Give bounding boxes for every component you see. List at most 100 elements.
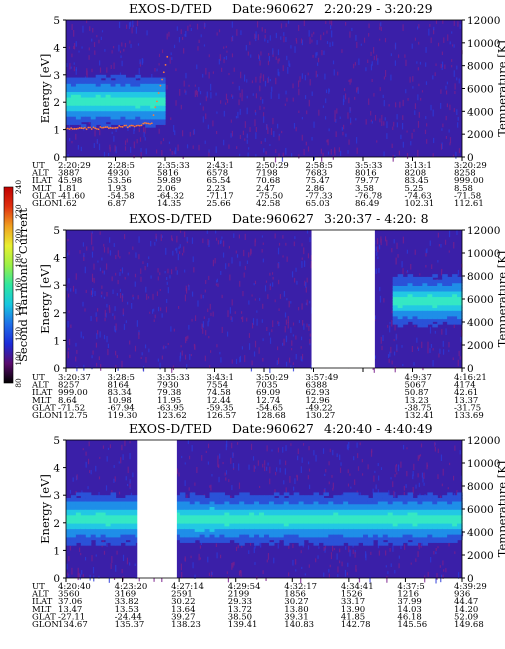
noise-mark	[116, 550, 118, 555]
temperature-point	[97, 128, 100, 131]
band-cell	[234, 511, 240, 516]
table-cell: 4:16:21	[454, 373, 487, 383]
band-cell	[155, 107, 161, 112]
noise-mark	[275, 56, 277, 60]
temperature-point	[101, 126, 103, 129]
band-cell	[402, 318, 409, 322]
noise-mark	[165, 247, 167, 255]
noise-mark	[119, 256, 121, 259]
band-cell	[75, 102, 82, 106]
y2-tick-label: 4000	[467, 317, 494, 329]
band-cell	[328, 536, 334, 541]
noise-mark	[282, 65, 284, 72]
band-cell	[333, 495, 339, 499]
band-cell	[422, 531, 428, 535]
noise-mark	[101, 285, 103, 289]
band-cell	[239, 536, 245, 541]
noise-mark	[307, 146, 310, 152]
noise-mark	[86, 68, 88, 76]
table-cell: 74.58	[207, 388, 231, 398]
band-cell	[105, 539, 112, 543]
band-cell	[209, 506, 216, 510]
noise-mark	[394, 324, 396, 331]
noise-mark	[283, 32, 285, 36]
noise-mark	[171, 151, 173, 155]
table-cell: 4:23:20	[115, 582, 148, 592]
band-cell	[323, 492, 329, 496]
noise-mark	[228, 144, 230, 149]
band-cell	[184, 522, 191, 527]
noise-mark	[204, 140, 206, 144]
noise-mark	[347, 469, 349, 474]
band-cell	[75, 93, 82, 98]
table-row-label: ALT	[31, 381, 49, 391]
band-cell	[437, 279, 443, 284]
band-cell	[452, 500, 458, 505]
y-tick-label: 5	[53, 15, 60, 27]
table-row-label: GLON	[32, 199, 59, 209]
band-cell	[437, 520, 443, 524]
noise-mark	[458, 148, 460, 154]
noise-mark	[403, 491, 405, 497]
noise-mark	[298, 154, 300, 159]
noise-mark	[129, 479, 131, 484]
noise-mark	[356, 137, 358, 144]
band-cell	[135, 104, 141, 109]
band-cell	[427, 301, 433, 306]
band-cell	[268, 528, 275, 532]
noise-mark	[417, 67, 419, 71]
noise-mark	[81, 570, 83, 575]
band-cell	[437, 517, 443, 521]
noise-mark	[103, 334, 106, 340]
noise-mark	[75, 41, 77, 47]
noise-mark	[390, 477, 392, 480]
band-cell	[239, 525, 245, 530]
noise-mark	[68, 123, 70, 128]
band-cell	[407, 536, 414, 541]
band-cell	[387, 497, 394, 502]
band-cell	[145, 77, 151, 82]
band-cell	[160, 121, 166, 125]
band-cell	[95, 495, 102, 499]
noise-mark	[325, 469, 327, 473]
band-cell	[70, 520, 77, 524]
band-cell	[273, 520, 280, 524]
table-cell: 13.47	[58, 605, 82, 615]
band-cell	[452, 312, 458, 317]
noise-mark	[288, 542, 290, 549]
band-cell	[283, 542, 290, 546]
noise-mark	[124, 146, 127, 151]
band-cell	[199, 520, 206, 524]
band-cell	[328, 517, 334, 521]
band-cell	[110, 506, 117, 510]
noise-mark	[166, 84, 168, 90]
noise-mark	[427, 347, 429, 354]
y2-axis-label: Temperature [K]	[495, 40, 505, 137]
noise-mark	[444, 239, 447, 245]
noise-mark	[308, 325, 310, 331]
band-cell	[239, 539, 245, 543]
band-cell	[130, 85, 136, 90]
noise-mark	[208, 240, 210, 248]
noise-mark	[259, 76, 261, 83]
band-cell	[442, 511, 448, 516]
table-cell: 7930	[157, 381, 179, 391]
noise-mark	[302, 443, 305, 446]
band-cell	[75, 497, 82, 502]
noise-mark	[152, 293, 154, 300]
band-cell	[402, 522, 409, 527]
noise-mark	[180, 29, 182, 35]
band-cell	[115, 528, 122, 532]
band-cell	[402, 279, 409, 284]
band-cell	[105, 522, 112, 527]
noise-mark	[109, 250, 112, 256]
noise-mark	[269, 366, 271, 373]
band-cell	[452, 282, 458, 286]
band-cell	[115, 118, 122, 123]
noise-mark	[170, 52, 172, 56]
band-cell	[179, 517, 186, 521]
table-cell: -59.35	[207, 403, 234, 413]
noise-mark	[196, 23, 199, 30]
noise-mark	[134, 281, 136, 287]
noise-mark	[68, 347, 70, 351]
